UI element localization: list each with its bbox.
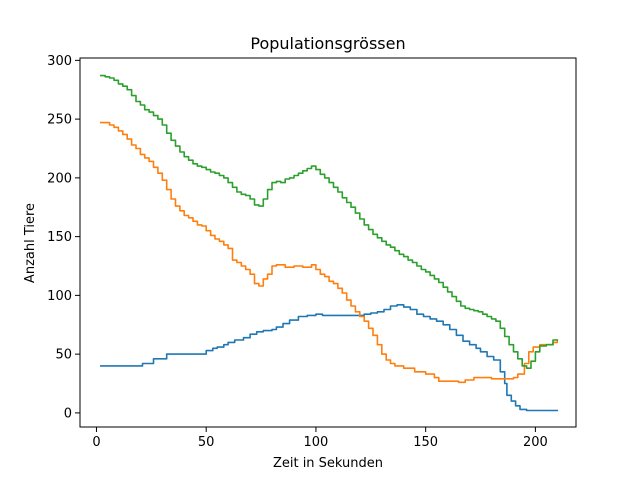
series-line-3 (100, 74, 559, 369)
x-tick-label: 200 (523, 435, 548, 450)
x-axis: 0 50 100 150 200 (92, 427, 548, 450)
series-line-1 (100, 304, 559, 412)
x-axis-label: Zeit in Sekunden (273, 456, 383, 471)
y-tick-label: 0 (64, 406, 72, 421)
y-tick-label: 100 (47, 289, 72, 304)
x-tick-label: 100 (304, 435, 329, 450)
plot-frame (79, 57, 577, 428)
series-line-2 (100, 121, 559, 384)
series-layer (100, 74, 559, 412)
chart-title: Populationsgrössen (250, 34, 405, 53)
y-tick-label: 150 (47, 230, 72, 245)
y-axis-label: Anzahl Tiere (23, 203, 38, 283)
x-tick-label: 0 (92, 435, 100, 450)
y-axis: 0 50 100 150 200 250 300 (47, 54, 80, 421)
x-tick-label: 50 (198, 435, 215, 450)
y-tick-label: 300 (47, 54, 72, 69)
y-tick-label: 50 (55, 348, 72, 363)
y-tick-label: 250 (47, 113, 72, 128)
x-tick-label: 150 (413, 435, 438, 450)
y-tick-label: 200 (47, 171, 72, 186)
